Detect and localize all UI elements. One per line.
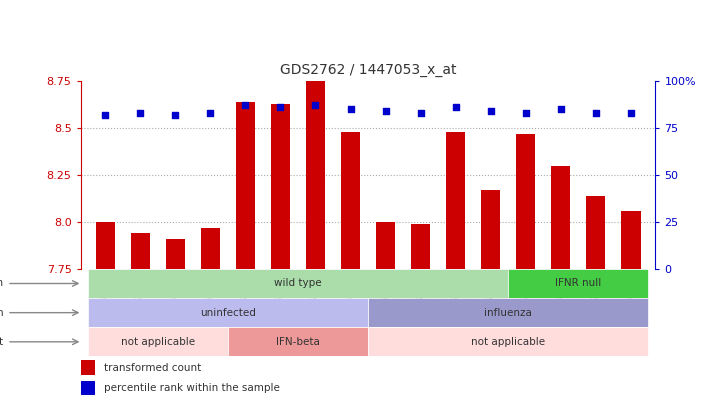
Text: GSM72002: GSM72002 [592,271,600,320]
Text: genotype/variation: genotype/variation [0,279,4,288]
Text: wild type: wild type [274,279,322,288]
Text: GSM72004: GSM72004 [241,271,250,320]
Bar [81,360,95,375]
Point [555,106,566,113]
Point [485,108,496,114]
Text: infection: infection [0,308,4,318]
FancyBboxPatch shape [88,298,368,327]
Text: GSM72007: GSM72007 [346,271,355,320]
Text: GSM71999: GSM71999 [486,271,495,320]
Text: GSM71998: GSM71998 [451,271,460,320]
Point [625,110,637,116]
Text: not applicable: not applicable [121,337,195,347]
Text: GSM71994: GSM71994 [171,271,179,320]
Bar [165,239,185,269]
FancyBboxPatch shape [263,269,298,326]
Bar [411,224,430,269]
Bar [81,381,95,395]
Bar [516,134,536,269]
Text: transformed count: transformed count [104,363,201,373]
FancyBboxPatch shape [193,269,228,326]
Point [310,102,321,109]
Text: GSM72006: GSM72006 [311,271,320,320]
Bar [341,132,360,269]
Text: IFN-beta: IFN-beta [276,337,320,347]
Text: IFNR null: IFNR null [555,279,601,288]
FancyBboxPatch shape [613,269,648,326]
Text: GSM72000: GSM72000 [522,271,530,320]
FancyBboxPatch shape [368,269,403,326]
Text: GSM71995: GSM71995 [206,271,215,320]
Text: GSM72005: GSM72005 [276,271,285,320]
Text: uninfected: uninfected [200,308,256,318]
Bar [446,132,465,269]
FancyBboxPatch shape [88,269,123,326]
FancyBboxPatch shape [228,327,368,356]
Text: GSM72001: GSM72001 [557,271,565,320]
Text: GSM71992: GSM71992 [101,271,109,320]
Bar [236,102,255,269]
Point [415,110,426,116]
Bar [306,81,325,269]
Text: not applicable: not applicable [471,337,545,347]
FancyBboxPatch shape [508,269,648,298]
FancyBboxPatch shape [298,269,333,326]
Bar [200,228,220,269]
FancyBboxPatch shape [88,327,228,356]
Point [275,104,286,111]
FancyBboxPatch shape [543,269,578,326]
Point [100,112,111,118]
Text: agent: agent [0,337,4,347]
Text: influenza: influenza [484,308,532,318]
Text: percentile rank within the sample: percentile rank within the sample [104,383,280,393]
Point [345,106,356,113]
Bar [95,222,115,269]
FancyBboxPatch shape [333,269,368,326]
Point [590,110,601,116]
FancyBboxPatch shape [368,327,648,356]
Bar [551,166,571,269]
Bar [271,104,290,269]
Point [135,110,146,116]
FancyBboxPatch shape [228,269,263,326]
FancyBboxPatch shape [88,269,508,298]
Point [520,110,531,116]
Text: GSM72003: GSM72003 [627,271,635,320]
FancyBboxPatch shape [158,269,193,326]
FancyBboxPatch shape [578,269,613,326]
FancyBboxPatch shape [403,269,438,326]
Point [240,102,251,109]
Text: GSM71996: GSM71996 [381,271,390,320]
Text: GSM71993: GSM71993 [136,271,144,320]
Point [380,108,391,114]
FancyBboxPatch shape [123,269,158,326]
Point [450,104,461,111]
Bar [621,211,641,269]
Title: GDS2762 / 1447053_x_at: GDS2762 / 1447053_x_at [280,63,456,77]
FancyBboxPatch shape [473,269,508,326]
FancyBboxPatch shape [438,269,473,326]
Bar [586,196,606,269]
FancyBboxPatch shape [508,269,543,326]
Point [205,110,216,116]
FancyBboxPatch shape [368,298,648,327]
Bar [481,190,501,269]
Bar [376,222,395,269]
Text: GSM71997: GSM71997 [416,271,425,320]
Point [170,112,181,118]
Bar [130,233,150,269]
